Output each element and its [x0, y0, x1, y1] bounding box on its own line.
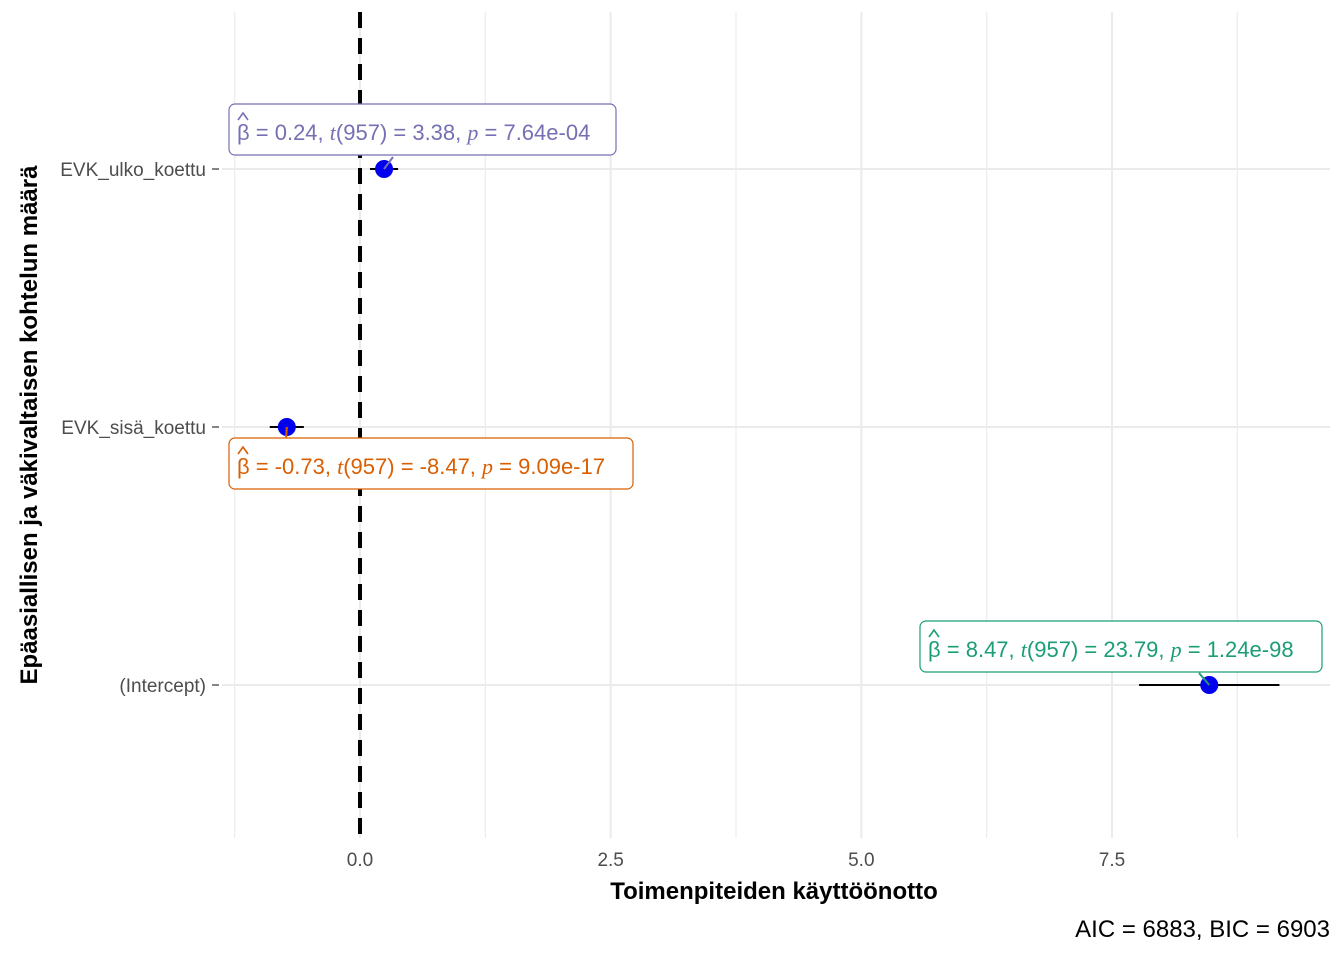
- beta-hat-icon: [237, 445, 249, 455]
- x-tick-label: 2.5: [597, 850, 623, 871]
- y-tick-label: (Intercept): [119, 676, 206, 697]
- label-part: = 9.09e-17: [493, 454, 605, 479]
- coefficient-labels: β = 0.24, t(957) = 3.38, p = 7.64e-04β =…: [228, 103, 1323, 686]
- label-text: β = -0.73, t(957) = -8.47, p = 9.09e-17: [237, 454, 605, 479]
- label-text: β = 0.24, t(957) = 3.38, p = 7.64e-04: [237, 120, 590, 145]
- x-axis-ticks: 0.0 2.5 5.0 7.5: [347, 850, 1125, 871]
- label-connector: [1198, 672, 1211, 686]
- x-tick-label: 5.0: [848, 850, 874, 871]
- coefficient-label: β = 0.24, t(957) = 3.38, p = 7.64e-04: [228, 103, 617, 170]
- label-part: = 7.64e-04: [478, 120, 590, 145]
- label-part: t: [330, 120, 337, 145]
- label-part: p: [465, 120, 478, 145]
- x-tick-label: 7.5: [1099, 850, 1125, 871]
- label-part: β: [237, 120, 250, 145]
- label-text: β = 8.47, t(957) = 23.79, p = 1.24e-98: [928, 637, 1294, 662]
- label-part: β: [928, 637, 941, 662]
- coefficient-label: β = -0.73, t(957) = -8.47, p = 9.09e-17: [228, 426, 634, 490]
- label-box: [919, 620, 1323, 673]
- y-tick-label: EVK_sisä_koettu: [61, 418, 206, 439]
- label-part: = 0.24,: [250, 120, 330, 145]
- caption-aic-bic: AIC = 6883, BIC = 6903: [1075, 916, 1330, 943]
- label-part: p: [480, 454, 493, 479]
- x-axis-title: Toimenpiteiden käyttöönotto: [610, 878, 938, 905]
- label-box: [228, 437, 634, 490]
- label-part: = 1.24e-98: [1182, 637, 1294, 662]
- label-part: β: [237, 454, 250, 479]
- label-part: t: [337, 454, 344, 479]
- label-part: p: [1169, 637, 1182, 662]
- y-tick-label: EVK_ulko_koettu: [60, 160, 206, 181]
- beta-hat-icon: [928, 628, 940, 638]
- label-part: = -0.73,: [250, 454, 337, 479]
- label-part: t: [1021, 637, 1028, 662]
- label-part: (957) = 3.38,: [336, 120, 467, 145]
- x-tick-label: 0.0: [347, 850, 373, 871]
- beta-hat-icon: [237, 111, 249, 121]
- y-axis-title: Epäasiallisen ja väkivaltaisen kohtelun …: [16, 165, 43, 685]
- coefficient-label: β = 8.47, t(957) = 23.79, p = 1.24e-98: [919, 620, 1323, 686]
- label-part: (957) = -8.47,: [343, 454, 482, 479]
- label-part: (957) = 23.79,: [1027, 637, 1171, 662]
- label-connector: [383, 156, 394, 170]
- y-axis-ticks: EVK_ulko_koettu EVK_sisä_koettu (Intercept…: [60, 160, 219, 697]
- label-part: = 8.47,: [941, 637, 1021, 662]
- label-box: [228, 103, 617, 156]
